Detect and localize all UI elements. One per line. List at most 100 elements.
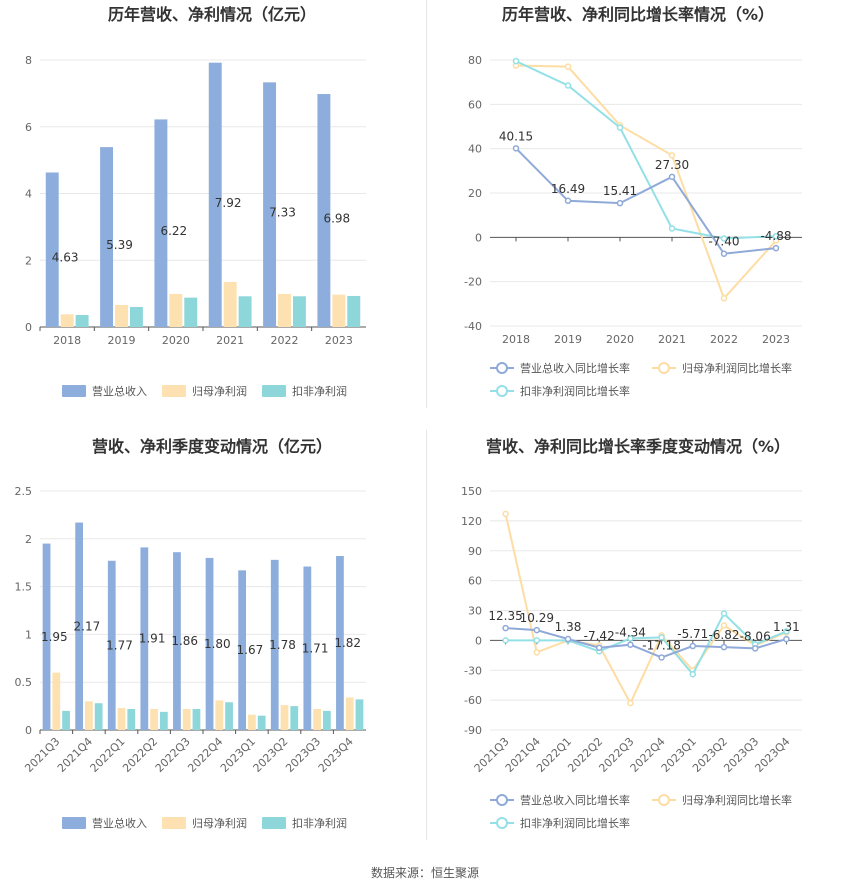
bar-营业总收入 bbox=[336, 556, 344, 730]
legend-marker bbox=[496, 817, 508, 829]
bar-归母净利润 bbox=[60, 314, 74, 327]
data-point bbox=[668, 173, 676, 181]
legend-label: 扣非净利润 bbox=[292, 384, 347, 398]
bar-扣非净利润 bbox=[192, 708, 201, 730]
bar-扣非净利润 bbox=[184, 297, 198, 327]
data-label: 7.33 bbox=[269, 206, 296, 220]
data-label: 6.98 bbox=[323, 212, 350, 226]
bar-扣非净利润 bbox=[355, 699, 364, 730]
series-line-归母净利润同比增长率 bbox=[515, 64, 777, 301]
x-tick-label: 2020 bbox=[162, 334, 190, 347]
y-tick-label: 1.5 bbox=[15, 581, 33, 594]
y-tick-label: 0 bbox=[475, 231, 482, 244]
data-label: 27.30 bbox=[655, 158, 689, 172]
data-label: 1.78 bbox=[269, 638, 296, 652]
data-label: -7.42 bbox=[584, 629, 615, 643]
data-label: 1.31 bbox=[773, 620, 800, 634]
data-point bbox=[564, 197, 572, 205]
legend-label: 营业总收入 bbox=[92, 384, 147, 398]
bar-扣非净利润 bbox=[347, 295, 361, 327]
x-tick-label: 2023Q3 bbox=[283, 735, 323, 775]
bar-营业总收入 bbox=[238, 570, 247, 730]
legend-label: 扣非净利润同比增长率 bbox=[520, 384, 630, 398]
legend-label: 营业总收入同比增长率 bbox=[520, 361, 630, 375]
data-point bbox=[772, 244, 780, 252]
data-point bbox=[720, 250, 728, 257]
y-tick-label: -90 bbox=[464, 724, 482, 737]
data-label: 1.77 bbox=[106, 638, 133, 652]
bar-营业总收入 bbox=[75, 522, 84, 730]
x-tick-label: 2021 bbox=[658, 333, 686, 346]
data-point bbox=[533, 626, 541, 634]
x-tick-label: 2023Q4 bbox=[752, 735, 792, 775]
data-label: -6.82 bbox=[708, 628, 739, 642]
data-point bbox=[668, 225, 676, 232]
data-point bbox=[564, 82, 572, 89]
legend-marker bbox=[658, 362, 670, 374]
panel-divider-top bbox=[426, 0, 427, 408]
y-tick-label: -60 bbox=[464, 694, 482, 707]
bar-归母净利润 bbox=[169, 293, 183, 327]
data-label: 1.82 bbox=[334, 636, 361, 650]
bar-归母净利润 bbox=[332, 294, 346, 327]
y-tick-label: -30 bbox=[464, 664, 482, 677]
series-line-营业总收入同比增长率 bbox=[515, 147, 777, 255]
data-point bbox=[720, 643, 728, 651]
legend-marker bbox=[496, 385, 508, 397]
x-tick-label: 2020 bbox=[606, 333, 634, 346]
data-point bbox=[783, 635, 790, 643]
legend-swatch bbox=[262, 385, 286, 397]
legend-marker bbox=[496, 794, 508, 806]
legend-label: 归母净利润同比增长率 bbox=[682, 793, 792, 807]
data-point bbox=[772, 232, 780, 240]
data-point bbox=[595, 644, 603, 652]
y-tick-label: 2 bbox=[25, 533, 32, 546]
bar-归母净利润 bbox=[85, 701, 93, 730]
data-point bbox=[616, 124, 624, 131]
bar-营业总收入 bbox=[154, 119, 168, 327]
data-point bbox=[616, 199, 624, 207]
bar-归母净利润 bbox=[280, 705, 289, 730]
data-point bbox=[512, 57, 520, 65]
bar-营业总收入 bbox=[140, 547, 149, 730]
data-point bbox=[720, 295, 728, 302]
bar-扣非净利润 bbox=[257, 715, 266, 730]
data-point bbox=[689, 670, 697, 678]
data-label: 1.86 bbox=[171, 634, 198, 648]
y-tick-label: 0.5 bbox=[15, 676, 33, 689]
chart-title: 历年营收、净利同比增长率情况（%） bbox=[502, 5, 774, 24]
y-tick-label: 2 bbox=[25, 254, 32, 267]
bar-扣非净利润 bbox=[290, 706, 299, 730]
data-point bbox=[720, 235, 728, 242]
y-tick-label: 150 bbox=[461, 485, 482, 498]
data-point bbox=[627, 635, 634, 642]
x-tick-label: 2018 bbox=[502, 333, 530, 346]
series-line-归母净利润同比增长率 bbox=[504, 513, 787, 706]
bar-营业总收入 bbox=[205, 557, 214, 730]
bar-营业总收入 bbox=[263, 82, 277, 327]
series-line-扣非净利润同比增长率 bbox=[505, 611, 787, 677]
bar-扣非净利润 bbox=[127, 708, 136, 730]
bar-归母净利润 bbox=[345, 697, 354, 730]
legend-swatch bbox=[62, 817, 86, 829]
data-point bbox=[512, 145, 520, 152]
data-point bbox=[564, 635, 572, 643]
bar-营业总收入 bbox=[303, 566, 312, 730]
bar-营业总收入 bbox=[45, 172, 59, 327]
legend-label: 归母净利润 bbox=[192, 384, 247, 398]
data-point bbox=[533, 649, 541, 656]
y-tick-label: 30 bbox=[468, 605, 482, 618]
y-tick-label: 1 bbox=[25, 628, 32, 641]
bar-归母净利润 bbox=[150, 708, 158, 730]
bar-归母净利润 bbox=[313, 708, 321, 730]
y-tick-label: 0 bbox=[25, 724, 32, 737]
data-point bbox=[533, 637, 541, 644]
bar-归母净利润 bbox=[248, 714, 256, 730]
bar-归母净利润 bbox=[115, 304, 128, 327]
data-label: 12.35 bbox=[488, 609, 522, 623]
x-tick-label: 2022Q3 bbox=[153, 735, 193, 775]
bar-营业总收入 bbox=[317, 94, 331, 327]
x-tick-label: 2022 bbox=[710, 333, 738, 346]
data-label: 1.38 bbox=[555, 620, 582, 634]
